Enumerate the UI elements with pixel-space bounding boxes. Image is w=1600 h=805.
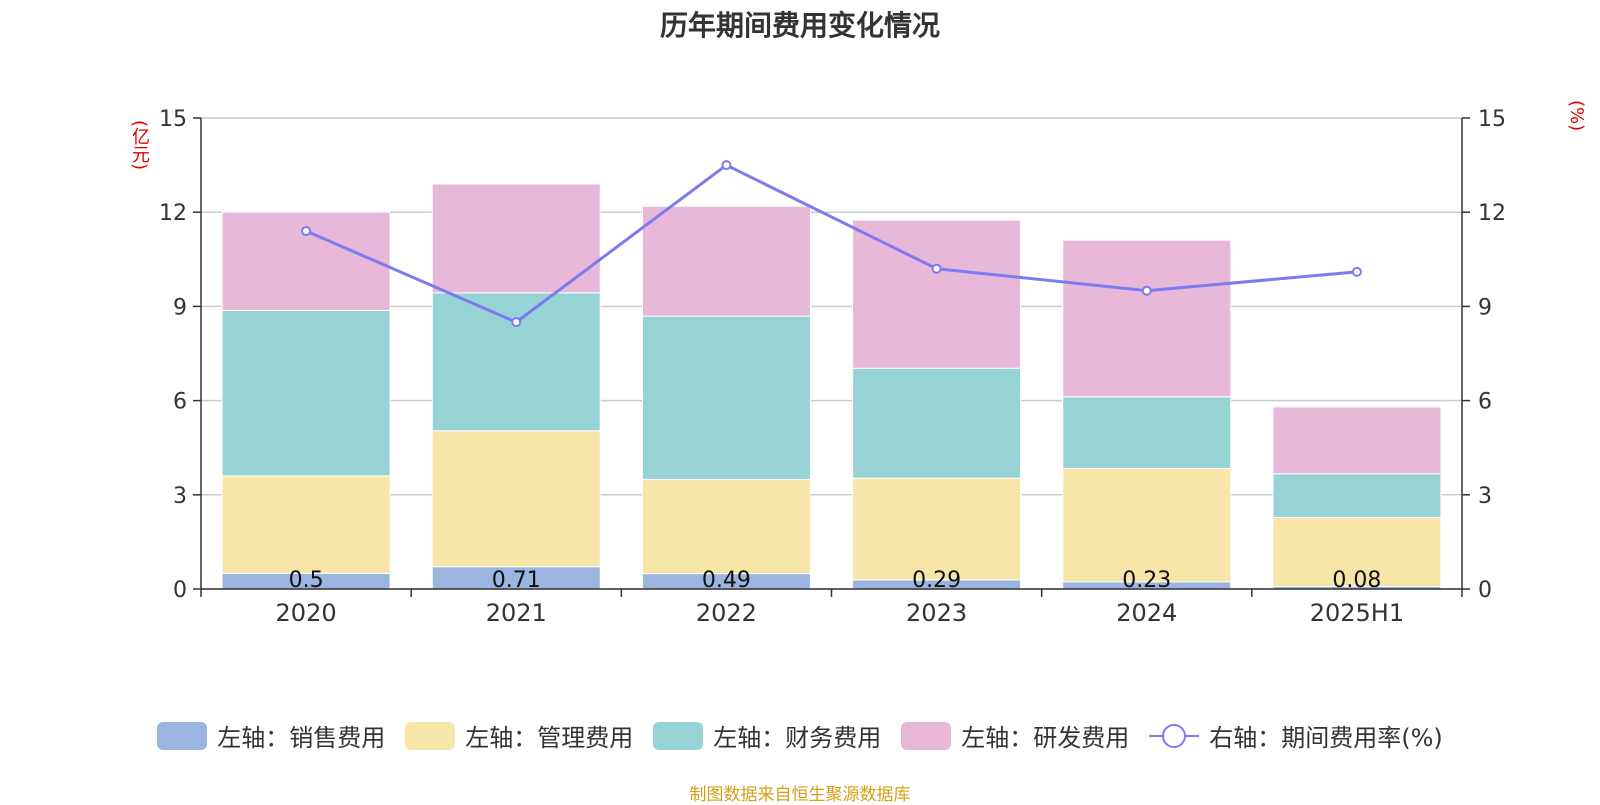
data-label-sales: 0.49 bbox=[702, 568, 751, 593]
right-axis-tick-label: 3 bbox=[1478, 484, 1492, 509]
line-point-expense-rate bbox=[721, 160, 732, 171]
x-axis-tick-label: 2021 bbox=[486, 599, 547, 627]
bar-rnd bbox=[431, 183, 601, 294]
left-axis-tick-label: 15 bbox=[159, 107, 187, 132]
legend-swatch-admin bbox=[405, 721, 456, 750]
right-axis-tick-label: 12 bbox=[1478, 201, 1506, 226]
line-point-expense-rate bbox=[931, 263, 942, 274]
legend-item-expense-rate[interactable]: 右轴：期间费用率(%) bbox=[1149, 718, 1443, 753]
right-axis-tick-label: 0 bbox=[1478, 578, 1492, 603]
data-label-sales: 0.23 bbox=[1122, 568, 1171, 593]
legend: 左轴：销售费用 左轴：管理费用 左轴：财务费用 左轴：研发费用 右轴：期间费用率… bbox=[0, 718, 1600, 753]
bar-finance bbox=[852, 367, 1022, 479]
data-label-sales: 0.08 bbox=[1332, 568, 1381, 593]
bar-rnd bbox=[852, 219, 1022, 369]
bar-admin bbox=[1272, 516, 1442, 587]
legend-label-admin: 左轴：管理费用 bbox=[465, 724, 634, 752]
legend-item-rnd[interactable]: 左轴：研发费用 bbox=[901, 718, 1129, 753]
legend-swatch-sales bbox=[157, 721, 208, 750]
left-axis-unit: (亿元) bbox=[129, 120, 150, 171]
x-axis-tick-label: 2025H1 bbox=[1310, 599, 1404, 627]
left-axis-tick-label: 3 bbox=[173, 484, 187, 509]
legend-label-expense-rate: 右轴：期间费用率(%) bbox=[1209, 724, 1443, 752]
legend-label-sales: 左轴：销售费用 bbox=[217, 724, 386, 752]
left-axis-tick-label: 6 bbox=[173, 390, 187, 415]
legend-line-marker-icon bbox=[1149, 723, 1200, 748]
bar-finance bbox=[1062, 396, 1232, 469]
bar-finance bbox=[431, 292, 601, 432]
bar-admin bbox=[431, 430, 601, 568]
source-note: 制图数据来自恒生聚源数据库 bbox=[689, 785, 911, 805]
right-axis-tick-label: 9 bbox=[1478, 295, 1492, 320]
legend-swatch-rnd bbox=[901, 721, 952, 750]
line-point-expense-rate bbox=[301, 226, 312, 237]
legend-item-finance[interactable]: 左轴：财务费用 bbox=[653, 718, 881, 753]
x-axis-tick-label: 2024 bbox=[1116, 599, 1177, 627]
bar-admin bbox=[1062, 467, 1232, 583]
data-label-sales: 0.71 bbox=[492, 568, 541, 593]
bar-admin bbox=[852, 477, 1022, 581]
x-axis-tick-label: 2022 bbox=[696, 599, 757, 627]
legend-item-sales[interactable]: 左轴：销售费用 bbox=[157, 718, 385, 753]
bar-finance bbox=[641, 315, 811, 480]
line-point-expense-rate bbox=[1141, 285, 1152, 296]
line-point-expense-rate bbox=[1351, 266, 1362, 277]
bar-rnd bbox=[641, 205, 811, 317]
bar-finance bbox=[221, 309, 391, 477]
left-axis-tick-label: 12 bbox=[159, 201, 187, 226]
bar-rnd bbox=[1062, 239, 1232, 398]
chart-title: 历年期间费用变化情况 bbox=[659, 9, 940, 42]
right-axis-tick-label: 6 bbox=[1478, 390, 1492, 415]
legend-label-rnd: 左轴：研发费用 bbox=[961, 724, 1130, 752]
bar-admin bbox=[221, 475, 391, 574]
bar-admin bbox=[641, 478, 811, 575]
left-axis-tick-label: 0 bbox=[173, 578, 187, 603]
data-label-sales: 0.5 bbox=[289, 568, 324, 593]
line-expense-rate bbox=[305, 163, 1358, 324]
right-axis-unit: (%) bbox=[1566, 100, 1587, 132]
bar-rnd bbox=[1272, 406, 1442, 475]
chart-canvas: 0 3 6 9 12 15 0 3 6 9 12 15 2020 2021 2022 2023 2024 2025… bbox=[159, 107, 1506, 627]
bar-finance bbox=[1272, 473, 1442, 518]
right-axis-tick-label: 15 bbox=[1478, 107, 1506, 132]
x-axis-tick-label: 2023 bbox=[906, 599, 967, 627]
legend-label-finance: 左轴：财务费用 bbox=[713, 724, 882, 752]
data-label-sales: 0.29 bbox=[912, 568, 961, 593]
left-axis-tick-label: 9 bbox=[173, 295, 187, 320]
line-point-expense-rate bbox=[511, 317, 522, 328]
legend-item-admin[interactable]: 左轴：管理费用 bbox=[405, 718, 633, 753]
x-axis-tick-label: 2020 bbox=[276, 599, 337, 627]
legend-swatch-finance bbox=[653, 721, 704, 750]
